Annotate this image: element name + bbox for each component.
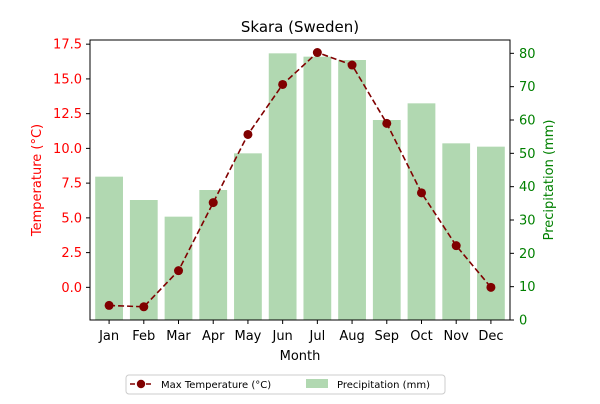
x-tick-label-sep: Sep bbox=[375, 329, 400, 344]
precip-bar-sep bbox=[372, 120, 401, 320]
legend-label-temperature: Max Temperature (°C) bbox=[161, 380, 271, 391]
x-tick-label-jan: Jan bbox=[98, 329, 119, 344]
x-tick-label-feb: Feb bbox=[132, 329, 155, 344]
precipitation-bars bbox=[95, 53, 505, 321]
x-tick-label-apr: Apr bbox=[202, 329, 225, 344]
left-tick-label: 17.5 bbox=[53, 38, 82, 53]
x-tick-label-dec: Dec bbox=[478, 329, 503, 344]
left-tick-label: 15.0 bbox=[53, 72, 82, 87]
temp-point-mar bbox=[174, 266, 184, 276]
x-tick-label-oct: Oct bbox=[410, 329, 432, 344]
x-axis: Jan Feb Mar Apr May Jun Jul Aug Sep Oct Nov Dec bbox=[98, 320, 503, 344]
right-tick-label: 50 bbox=[519, 147, 536, 162]
temperature-line bbox=[109, 51, 492, 308]
precip-bar-apr bbox=[199, 190, 228, 320]
left-y-axis: 0.0 2.5 5.0 7.5 10.0 12.5 15.0 17.5 bbox=[53, 38, 90, 296]
precip-bar-oct bbox=[407, 103, 436, 320]
x-axis-title: Month bbox=[280, 349, 321, 364]
legend: Max Temperature (°C) Precipitation (mm) bbox=[125, 374, 446, 395]
left-tick-label: 10.0 bbox=[53, 142, 82, 157]
right-y-axis: 0 10 20 30 40 50 60 70 80 bbox=[510, 47, 536, 329]
precip-bar-jul bbox=[303, 56, 332, 321]
temp-point-jul bbox=[312, 48, 322, 58]
temp-point-apr bbox=[208, 198, 218, 208]
right-y-axis-title: Precipitation (mm) bbox=[542, 120, 557, 241]
temp-point-jan bbox=[104, 300, 114, 310]
left-y-axis-title: Temperature (°C) bbox=[30, 124, 45, 237]
temp-point-jun bbox=[278, 79, 288, 89]
precip-bar-jan bbox=[95, 176, 123, 320]
x-tick-label-mar: Mar bbox=[166, 329, 191, 344]
temp-point-may bbox=[243, 129, 253, 139]
plot-frame bbox=[89, 39, 511, 321]
right-tick-label: 40 bbox=[519, 180, 536, 195]
x-tick-label-jul: Jul bbox=[309, 329, 326, 344]
x-tick-label-jun: Jun bbox=[271, 329, 292, 344]
right-tick-label: 60 bbox=[519, 114, 536, 129]
left-tick-label: 2.5 bbox=[61, 246, 82, 261]
legend-line-marker bbox=[136, 379, 146, 389]
right-tick-label: 10 bbox=[519, 280, 536, 295]
precip-bar-aug bbox=[338, 60, 366, 320]
right-tick-label: 70 bbox=[519, 80, 536, 95]
left-tick-label: 5.0 bbox=[61, 211, 82, 226]
temp-point-oct bbox=[416, 188, 426, 198]
temp-point-aug bbox=[347, 60, 357, 70]
legend-bar-swatch bbox=[306, 379, 328, 388]
x-tick-label-aug: Aug bbox=[339, 329, 364, 344]
right-tick-label: 80 bbox=[519, 47, 536, 62]
x-tick-label-nov: Nov bbox=[444, 329, 470, 344]
left-tick-label: 7.5 bbox=[61, 177, 82, 192]
precip-bar-nov bbox=[442, 143, 471, 320]
x-tick-label-may: May bbox=[234, 329, 261, 344]
temp-point-nov bbox=[451, 241, 461, 251]
precip-bar-feb bbox=[129, 200, 158, 320]
temp-point-sep bbox=[382, 118, 392, 128]
left-tick-label: 12.5 bbox=[53, 107, 82, 122]
temperature-line-layer bbox=[104, 48, 496, 312]
right-tick-label: 20 bbox=[519, 247, 536, 262]
precip-bar-may bbox=[234, 153, 262, 320]
left-tick-label: 0.0 bbox=[61, 281, 82, 296]
precip-bar-dec bbox=[477, 146, 505, 320]
right-tick-label: 30 bbox=[519, 214, 536, 229]
legend-box bbox=[125, 374, 446, 395]
right-tick-label: 0 bbox=[519, 314, 527, 329]
legend-label-precipitation: Precipitation (mm) bbox=[337, 380, 430, 391]
temp-point-dec bbox=[486, 282, 496, 292]
precip-bar-jun bbox=[268, 53, 297, 320]
temp-point-feb bbox=[139, 302, 149, 312]
chart-title: Skara (Sweden) bbox=[241, 18, 359, 36]
